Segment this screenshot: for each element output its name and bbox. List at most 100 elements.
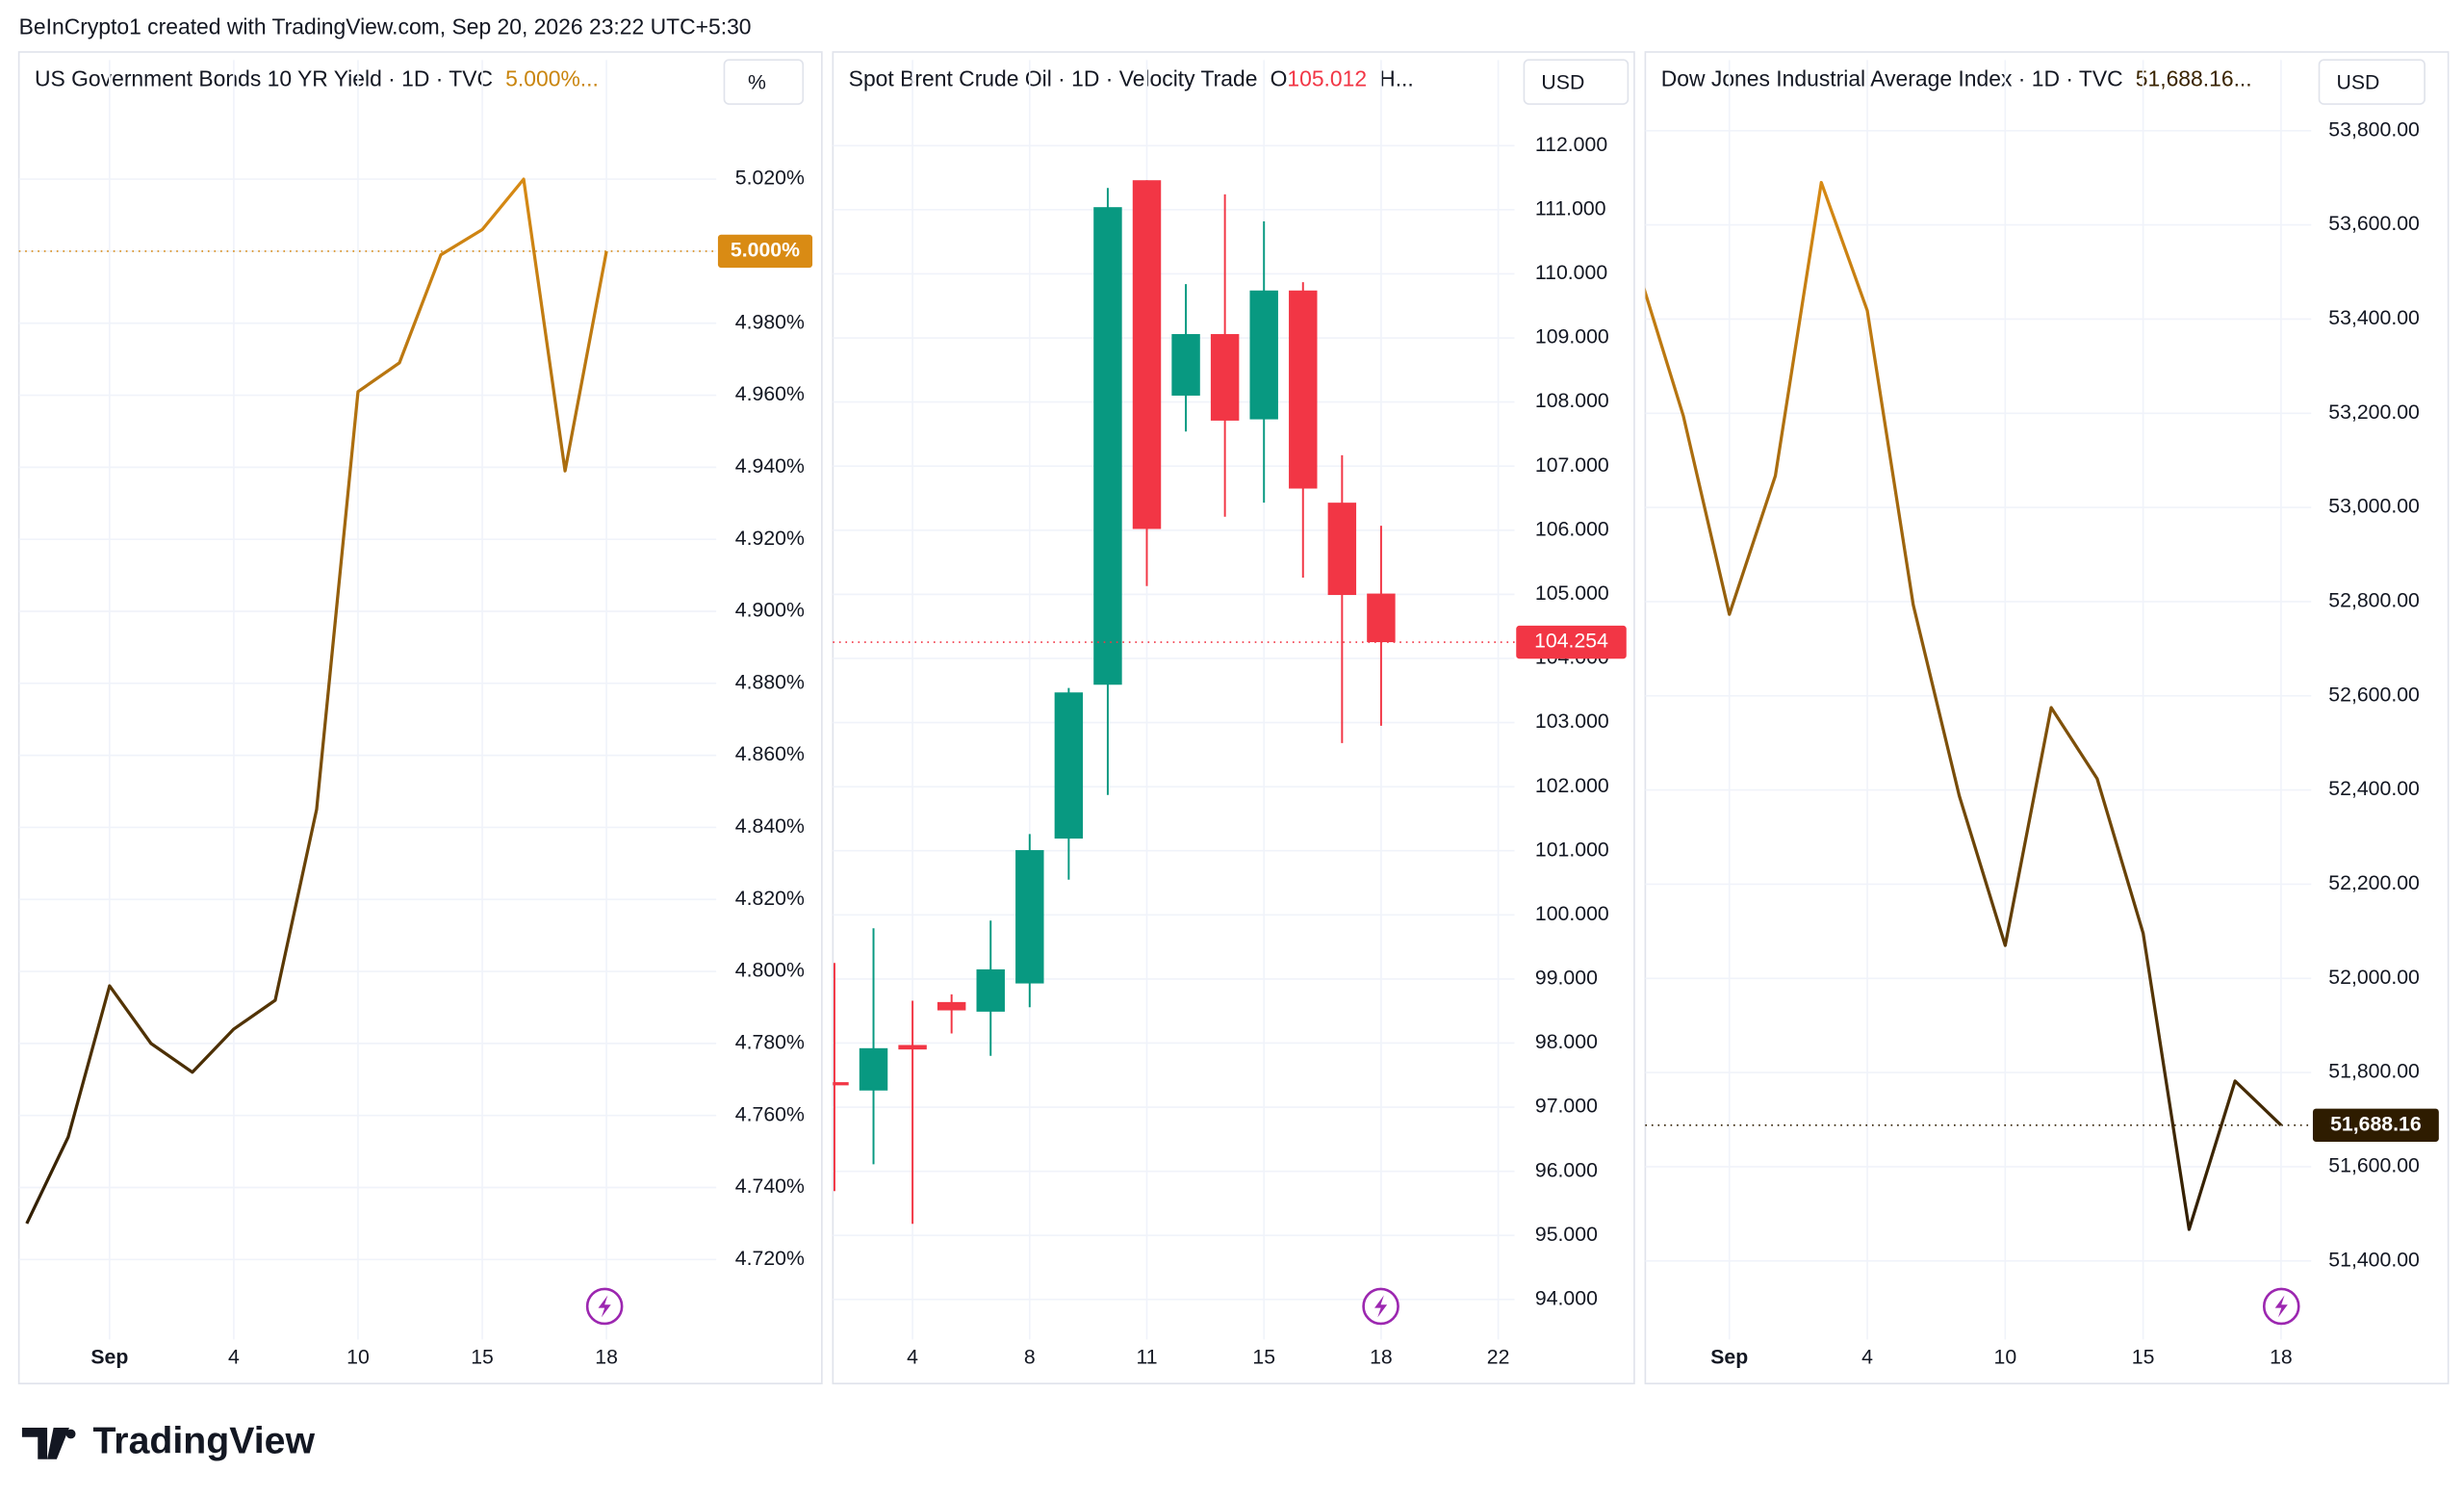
plot [833, 60, 1515, 1340]
panel-header: US Government Bonds 10 YR Yield · 1D · T… [35, 66, 599, 91]
price-tag-label: 104.254 [1534, 630, 1608, 653]
y-tick-label: 4.880% [735, 670, 805, 693]
candle-body [1015, 850, 1044, 984]
y-tick-label: 5.020% [735, 167, 805, 190]
y-tick-label: 4.840% [735, 814, 805, 838]
candle-body [859, 1047, 888, 1091]
y-tick-label: 51,600.00 [2328, 1154, 2420, 1177]
unit-box[interactable] [1523, 59, 1630, 105]
x-tick-label: 15 [1252, 1346, 1275, 1369]
y-tick-label: 98.000 [1535, 1030, 1598, 1053]
y-tick-label: 99.000 [1535, 967, 1598, 990]
y-tick-label: 51,400.00 [2328, 1248, 2420, 1271]
brand-name: TradingView [93, 1420, 316, 1462]
y-tick-label: 4.820% [735, 887, 805, 910]
candle-body [1210, 334, 1240, 421]
x-tick-label: 4 [907, 1346, 918, 1369]
price-tag [1516, 625, 1627, 659]
lightning-icon[interactable] [1362, 1287, 1399, 1326]
panel-header: Spot Brent Crude Oil · 1D · Velocity Tra… [849, 66, 1414, 91]
unit-box[interactable] [723, 59, 805, 105]
x-tick-label: 15 [471, 1346, 494, 1369]
y-tick-label: 53,200.00 [2328, 400, 2420, 424]
x-tick-label: 4 [1861, 1346, 1873, 1369]
x-tick-label: 4 [228, 1346, 240, 1369]
y-tick-label: 100.000 [1535, 902, 1609, 925]
price-tag [2312, 1108, 2439, 1142]
x-tick-label: Sep [1710, 1346, 1748, 1369]
y-tick-label: 111.000 [1535, 196, 1606, 219]
y-tick-label: 53,000.00 [2328, 495, 2420, 518]
y-tick-label: 112.000 [1535, 133, 1607, 156]
candle-body [1367, 593, 1396, 643]
y-tick-label: 102.000 [1535, 774, 1609, 797]
candle-body [937, 1001, 966, 1011]
panel-border [832, 51, 1635, 1384]
y-tick-label: 53,600.00 [2328, 212, 2420, 235]
y-tick-label: 107.000 [1535, 453, 1609, 477]
chart-title: Dow Jones Industrial Average Index · 1D … [1661, 66, 2123, 91]
y-tick-label: 4.800% [735, 959, 805, 982]
lightning-icon[interactable] [585, 1287, 624, 1326]
plot [1645, 60, 2312, 1340]
brand-logo [21, 1427, 76, 1459]
unit-label: % [748, 70, 766, 93]
y-tick-label: 96.000 [1535, 1158, 1598, 1181]
price-tag-label: 5.000% [731, 239, 800, 262]
y-tick-label: 52,200.00 [2328, 871, 2420, 894]
y-tick-label: 95.000 [1535, 1223, 1598, 1246]
x-tick-label: 18 [1370, 1346, 1393, 1369]
x-tick-label: 8 [1024, 1346, 1036, 1369]
candle-body [898, 1045, 927, 1050]
y-tick-label: 109.000 [1535, 325, 1609, 348]
plot-layer: 4.720% 4.740% 4.760% 4.780% 4.800% 4.820% 4.84… [18, 60, 2439, 1369]
candle-body [976, 968, 1005, 1012]
y-tick-label: 97.000 [1535, 1095, 1598, 1118]
chart-title: Spot Brent Crude Oil · 1D · Velocity Tra… [849, 66, 1258, 91]
x-tick-label: 10 [1994, 1346, 2017, 1369]
x-tick-label: 10 [346, 1346, 370, 1369]
unit-label: USD [1541, 70, 1584, 93]
y-tick-label: 52,600.00 [2328, 683, 2420, 706]
y-tick-label: 4.960% [735, 382, 805, 405]
x-tick-label: 22 [1487, 1346, 1510, 1369]
open-prefix: O [1270, 66, 1288, 91]
y-tick-label: 52,800.00 [2328, 589, 2420, 612]
header-value: 105.012 [1287, 66, 1367, 91]
y-tick-label: 51,800.00 [2328, 1060, 2420, 1083]
y-tick-label: 4.740% [735, 1174, 805, 1198]
candle-body [833, 1082, 849, 1086]
y-tick-label: 4.720% [735, 1247, 805, 1270]
candle-body [1289, 290, 1318, 489]
panel-border [1644, 51, 2450, 1384]
attribution: BeInCrypto1 created with TradingView.com… [19, 14, 752, 39]
y-tick-label: 4.980% [735, 310, 805, 333]
header-value: 5.000%... [505, 66, 599, 91]
candle-body [1093, 207, 1122, 685]
plot [18, 60, 717, 1340]
x-tick-label: 15 [2132, 1346, 2155, 1369]
price-tag-label: 51,688.16 [2330, 1112, 2422, 1135]
panel-border [17, 51, 823, 1384]
candle-body [1171, 334, 1200, 396]
lightning-icon[interactable] [2262, 1287, 2300, 1326]
data-line [25, 177, 608, 1225]
x-tick-label: 18 [2270, 1346, 2293, 1369]
y-tick-label: 4.920% [735, 527, 805, 550]
y-tick-label: 4.900% [735, 599, 805, 622]
y-tick-label: 52,400.00 [2328, 777, 2420, 800]
unit-box[interactable] [2318, 59, 2426, 105]
y-tick-label: 106.000 [1535, 517, 1609, 540]
y-tick-label: 110.000 [1535, 261, 1607, 284]
y-tick-label: 4.860% [735, 742, 805, 765]
y-tick-label: 94.000 [1535, 1286, 1598, 1309]
y-tick-label: 103.000 [1535, 710, 1609, 733]
candle-body [1327, 503, 1357, 596]
header-value: 51,688.16... [2136, 66, 2252, 91]
y-tick-label: 105.000 [1535, 581, 1609, 605]
data-line [1645, 180, 2283, 1231]
chart-title: US Government Bonds 10 YR Yield · 1D · T… [35, 66, 493, 91]
